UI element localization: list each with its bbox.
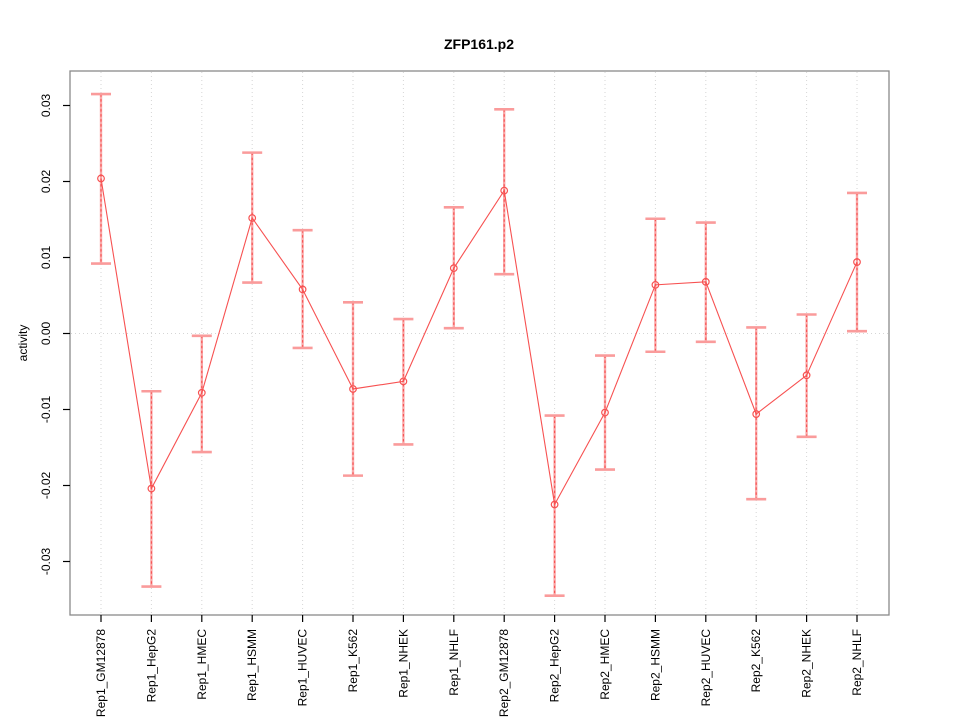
x-tick-label: Rep1_HMEC	[195, 629, 209, 700]
error-bar-layer	[91, 92, 867, 598]
y-tick-label: 0.00	[39, 321, 53, 345]
grid-layer	[71, 72, 888, 614]
data-point	[752, 410, 761, 418]
x-tick-label: Rep1_HUVEC	[296, 629, 310, 707]
x-tick-label: Rep2_HSMM	[648, 629, 662, 701]
x-tick-label: Rep1_HSMM	[245, 629, 259, 701]
data-point	[298, 285, 307, 294]
x-tick-label: Rep2_K562	[749, 629, 763, 693]
data-point	[399, 377, 408, 386]
y-tick-label: 0.03	[39, 93, 53, 117]
data-point	[601, 408, 609, 417]
x-tick-label: Rep2_HUVEC	[699, 629, 713, 707]
x-tick-label: Rep2_HMEC	[598, 629, 612, 700]
data-point	[349, 385, 357, 393]
data-point	[853, 258, 861, 266]
x-tick-label: Rep1_NHLF	[447, 629, 461, 696]
series-line	[100, 178, 858, 507]
y-axis-label: activity	[16, 325, 30, 362]
data-point	[449, 264, 458, 273]
x-tick-label: Rep1_HepG2	[144, 629, 158, 703]
y-tick-label: -0.02	[39, 472, 53, 500]
axis-layer: -0.03 -0.02 -0.01 0.00 0.01 0.02 0.03 Rep1_GM12…	[39, 93, 864, 717]
plot-frame-layer	[69, 70, 890, 616]
data-point	[651, 280, 660, 289]
series-layer	[97, 174, 861, 509]
y-tick-label: 0.02	[39, 169, 53, 193]
x-tick-label: Rep1_K562	[346, 629, 360, 693]
data-point	[802, 371, 811, 380]
data-point	[147, 484, 156, 493]
x-tick-label: Rep2_GM12878	[497, 629, 511, 717]
data-point	[500, 186, 509, 195]
x-tick-label: Rep1_GM12878	[94, 629, 108, 717]
data-point	[197, 388, 206, 397]
x-tick-label: Rep2_NHEK	[800, 629, 814, 698]
x-tick-label: Rep2_NHLF	[850, 629, 864, 696]
x-tick-label: Rep1_NHEK	[396, 629, 410, 698]
y-tick-label: -0.03	[39, 548, 53, 576]
data-point	[248, 214, 257, 222]
y-tick-label: 0.01	[39, 245, 53, 269]
data-point	[550, 500, 559, 509]
chart-title: ZFP161.p2	[444, 36, 514, 52]
data-point	[701, 277, 710, 286]
x-tick-label: Rep2_HepG2	[548, 629, 562, 703]
plot-border	[69, 70, 890, 616]
data-point	[97, 174, 105, 183]
y-tick-label: -0.01	[39, 396, 53, 424]
